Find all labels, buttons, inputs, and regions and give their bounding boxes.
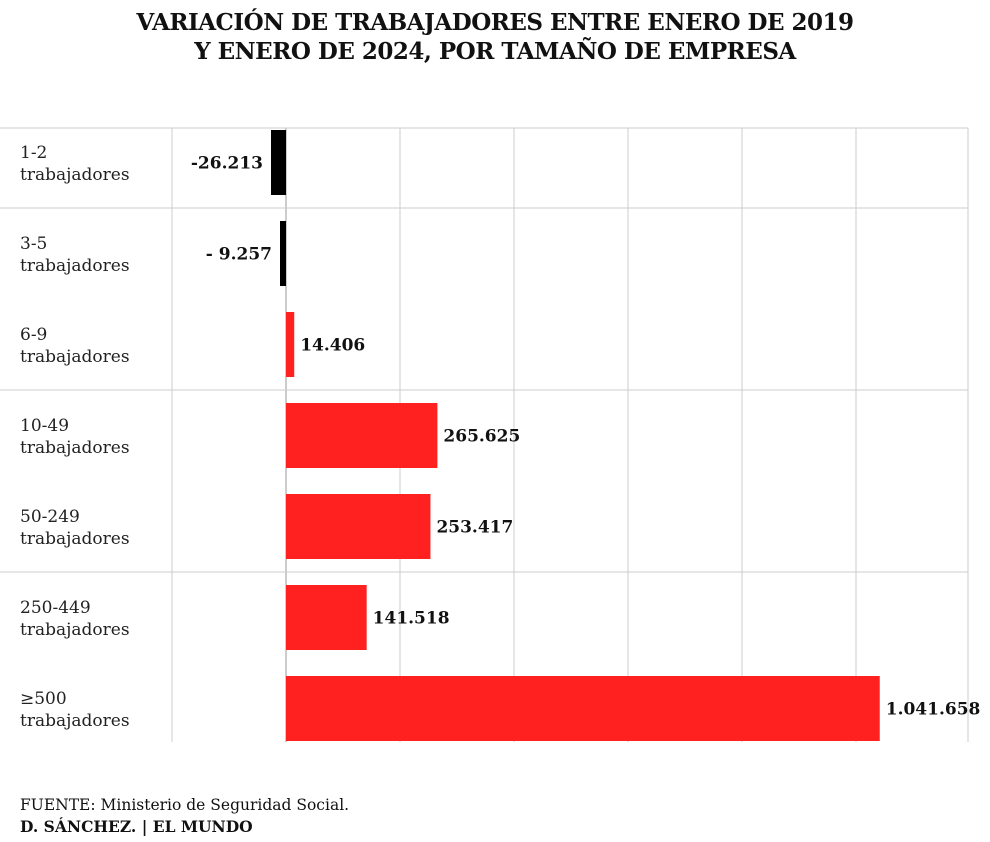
category-label-line: trabajadores bbox=[20, 711, 130, 731]
category-label-line: trabajadores bbox=[20, 256, 130, 276]
category-label: 50-249 trabajadores bbox=[20, 507, 130, 549]
value-label: 265.625 bbox=[443, 427, 520, 447]
category-label: 10-49 trabajadores bbox=[20, 416, 130, 458]
category-label-line: trabajadores bbox=[20, 347, 130, 367]
value-label: 1.041.658 bbox=[886, 700, 981, 720]
category-label: 6-9 trabajadores bbox=[20, 325, 130, 367]
chart-footer: FUENTE: Ministerio de Seguridad Social. … bbox=[20, 795, 349, 837]
bar bbox=[280, 221, 286, 286]
category-label-line: 6-9 bbox=[20, 325, 47, 345]
category-label: 250-449 trabajadores bbox=[20, 598, 130, 640]
category-label-line: 3-5 bbox=[20, 234, 47, 254]
source-text: Ministerio de Seguridad Social. bbox=[100, 796, 350, 814]
bar bbox=[286, 585, 367, 650]
credit-separator: | bbox=[141, 817, 148, 836]
source-line: FUENTE: Ministerio de Seguridad Social. bbox=[20, 795, 349, 816]
category-label: 1-2 trabajadores bbox=[20, 143, 130, 185]
category-label-line: 1-2 bbox=[20, 143, 47, 163]
group-separators bbox=[0, 127, 968, 573]
value-label: 14.406 bbox=[300, 336, 365, 356]
bar bbox=[286, 312, 295, 377]
category-label-line: ≥500 bbox=[20, 689, 67, 709]
value-labels: -26.213 - 9.257 14.406 265.625 253.417 141.51… bbox=[191, 154, 981, 720]
category-label-line: trabajadores bbox=[20, 438, 130, 458]
category-label: 3-5 trabajadores bbox=[20, 234, 130, 276]
category-label-line: trabajadores bbox=[20, 529, 130, 549]
credit-outlet: EL MUNDO bbox=[152, 817, 253, 836]
category-label-line: 10-49 bbox=[20, 416, 69, 436]
credit-author: D. SÁNCHEZ. bbox=[20, 817, 137, 836]
category-label-line: 250-449 bbox=[20, 598, 91, 618]
source-key: FUENTE: bbox=[20, 796, 96, 814]
category-label-line: trabajadores bbox=[20, 620, 130, 640]
chart-title-line-1: VARIACIÓN DE TRABAJADORES ENTRE ENERO DE… bbox=[136, 9, 854, 36]
category-label-line: trabajadores bbox=[20, 165, 130, 185]
value-label: -26.213 bbox=[191, 154, 263, 174]
chart-title: VARIACIÓN DE TRABAJADORES ENTRE ENERO DE… bbox=[0, 8, 990, 66]
value-label: - 9.257 bbox=[206, 245, 272, 265]
bar bbox=[286, 676, 880, 741]
category-label-line: 50-249 bbox=[20, 507, 80, 527]
category-label: ≥500 trabajadores bbox=[20, 689, 130, 731]
value-label: 141.518 bbox=[373, 609, 450, 629]
bar bbox=[286, 403, 438, 468]
bars bbox=[271, 130, 880, 741]
bar bbox=[286, 494, 431, 559]
chart-title-line-2: Y ENERO DE 2024, POR TAMAÑO DE EMPRESA bbox=[194, 38, 796, 65]
value-label: 253.417 bbox=[436, 518, 513, 538]
credit-line: D. SÁNCHEZ. | EL MUNDO bbox=[20, 816, 349, 837]
bar bbox=[271, 130, 286, 195]
